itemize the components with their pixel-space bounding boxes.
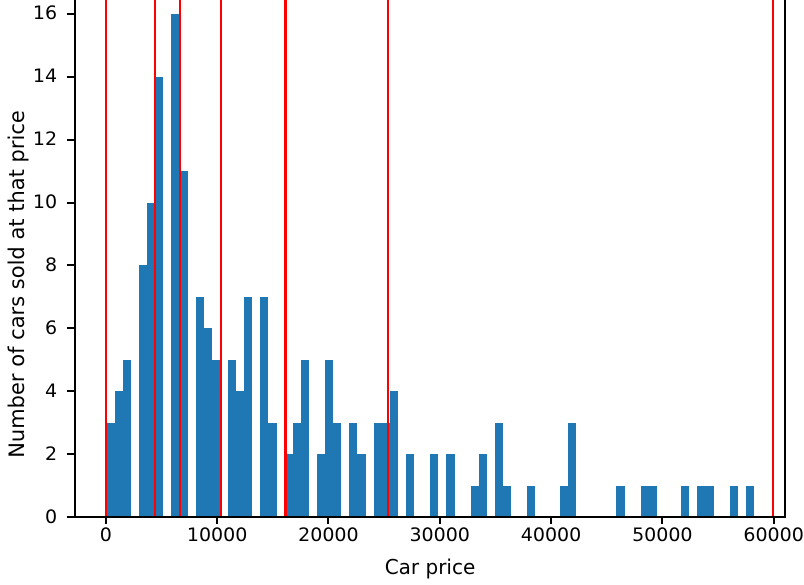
- histogram-bar: [333, 422, 342, 518]
- y-tick-mark: [67, 516, 74, 518]
- histogram-bar: [235, 391, 245, 518]
- histogram-bar: [527, 485, 536, 518]
- y-tick-label: 6: [45, 316, 58, 339]
- histogram-bar: [405, 454, 415, 518]
- x-tick-label: 10000: [186, 524, 248, 546]
- y-tick-mark: [67, 453, 74, 456]
- histogram-bar: [138, 265, 148, 518]
- histogram-bar: [381, 422, 390, 518]
- histogram-bar: [171, 13, 180, 518]
- y-tick-mark: [67, 327, 74, 330]
- y-tick-label: 0: [45, 505, 58, 528]
- histogram-bar: [705, 485, 714, 518]
- right-spine: [784, 0, 787, 518]
- y-tick-mark: [67, 75, 74, 78]
- histogram-bar: [122, 359, 131, 518]
- histogram-bar: [681, 485, 690, 518]
- x-tick-mark: [216, 517, 219, 525]
- y-tick-mark: [67, 138, 74, 141]
- y-axis-spine: [73, 0, 76, 518]
- histogram-bar: [373, 422, 382, 518]
- histogram-bar: [284, 454, 293, 518]
- y-tick-mark: [67, 390, 74, 393]
- red-vline: [771, 0, 775, 517]
- y-tick-label: 8: [45, 253, 58, 276]
- histogram-bar: [300, 359, 309, 518]
- x-tick-label: 50000: [632, 524, 693, 546]
- histogram-bar: [203, 328, 212, 518]
- histogram-bar: [745, 485, 754, 518]
- histogram-bar: [244, 296, 253, 518]
- y-tick-label: 16: [32, 2, 58, 25]
- x-tick-label: 20000: [298, 524, 359, 546]
- red-vline: [104, 0, 107, 517]
- red-vline: [219, 0, 222, 517]
- y-tick-label: 4: [45, 379, 58, 402]
- y-tick-mark: [67, 264, 74, 267]
- histogram-bar: [640, 485, 649, 518]
- histogram-bar: [446, 454, 455, 518]
- x-axis-title: Car price: [384, 555, 476, 579]
- histogram-bar: [470, 485, 479, 518]
- x-tick-mark: [772, 517, 775, 525]
- y-tick-label: 2: [45, 442, 58, 465]
- red-vline: [178, 0, 182, 517]
- y-tick-label: 10: [32, 191, 58, 213]
- y-axis-title: Number of cars sold at that price: [5, 110, 29, 458]
- histogram-bar: [648, 485, 657, 518]
- histogram-bar: [179, 171, 188, 518]
- x-tick-mark: [661, 517, 664, 525]
- histogram-bar: [146, 202, 156, 518]
- histogram-bar: [349, 422, 358, 518]
- histogram-bar: [316, 454, 326, 518]
- x-tick-label: 60000: [743, 524, 804, 546]
- x-tick-mark: [327, 517, 330, 525]
- x-tick-label: 40000: [520, 524, 582, 546]
- histogram-bar: [616, 485, 625, 518]
- histogram-bar: [106, 422, 115, 518]
- histogram-bar: [260, 296, 269, 518]
- red-vline: [153, 0, 156, 517]
- histogram-bar: [268, 422, 277, 518]
- x-tick-mark: [104, 517, 107, 525]
- histogram-bar: [494, 422, 504, 518]
- histogram-bar: [195, 296, 204, 518]
- y-tick-mark: [67, 12, 74, 15]
- y-tick-label: 14: [32, 65, 58, 88]
- x-axis-spine: [72, 515, 787, 518]
- x-tick-mark: [549, 517, 553, 525]
- histogram-bar: [211, 359, 220, 518]
- histogram-bar: [324, 359, 334, 518]
- histogram-bar: [227, 359, 237, 518]
- histogram-bar: [114, 391, 123, 518]
- histogram-bar: [567, 422, 576, 518]
- y-tick-mark: [67, 201, 74, 204]
- x-tick-label: 30000: [409, 524, 470, 546]
- histogram-bar: [559, 485, 568, 518]
- red-vline: [386, 0, 389, 517]
- histogram-bar: [478, 454, 487, 518]
- histogram-bar: [697, 485, 706, 518]
- x-tick-mark: [438, 517, 441, 525]
- histogram-bar: [155, 76, 164, 518]
- histogram-bar: [389, 391, 398, 518]
- x-tick-label: 0: [99, 524, 112, 546]
- histogram-bar: [430, 454, 439, 518]
- red-vline: [284, 0, 287, 517]
- histogram-bar: [292, 422, 301, 518]
- histogram-bar: [357, 454, 366, 518]
- y-tick-label: 12: [32, 128, 58, 151]
- histogram-bar: [502, 485, 512, 518]
- histogram-bar: [729, 485, 738, 518]
